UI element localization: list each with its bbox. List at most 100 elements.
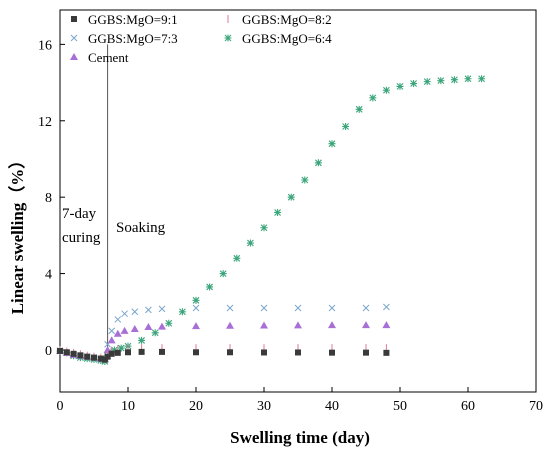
x-tick-label: 70 [529, 399, 543, 414]
data-point [437, 77, 445, 85]
data-point [383, 303, 390, 311]
data-point [301, 176, 309, 184]
data-point [260, 321, 268, 329]
data-point [159, 348, 165, 355]
data-point [396, 82, 404, 90]
data-point [192, 322, 200, 330]
data-point [261, 349, 267, 356]
x-tick-label: 30 [257, 399, 271, 414]
data-point [329, 349, 335, 356]
data-point [328, 304, 336, 312]
data-point [131, 308, 139, 316]
data-point [233, 254, 241, 262]
legend-marker [70, 34, 78, 42]
soaking-annotation: Soaking [116, 220, 166, 236]
legend-label: GGBS:MgO=7:3 [88, 31, 178, 46]
data-point [77, 352, 84, 359]
data-point [362, 304, 370, 312]
data-point [206, 283, 214, 291]
data-point [294, 321, 302, 329]
y-tick-label: 4 [45, 268, 52, 283]
data-point [450, 76, 458, 84]
x-tick-label: 0 [57, 399, 64, 414]
data-point [91, 354, 97, 361]
data-point [108, 350, 115, 357]
data-point [125, 349, 131, 356]
data-point [57, 347, 63, 354]
data-point [369, 94, 377, 102]
legend-label: GGBS:MgO=8:2 [242, 12, 332, 27]
data-point [382, 86, 390, 94]
data-point [193, 349, 199, 356]
data-point [145, 306, 152, 314]
data-point [294, 304, 302, 312]
data-point [114, 349, 121, 356]
curing-annotation-line1: 7-day [62, 206, 97, 222]
y-tick-label: 16 [38, 38, 52, 53]
legend-label: GGBS:MgO=6:4 [242, 31, 332, 46]
axes: 0 10 20 30 40 50 60 70 0 4 8 12 16 [38, 9, 543, 414]
data-point [410, 80, 418, 88]
x-tick-label: 40 [325, 399, 339, 414]
data-point [70, 350, 77, 357]
data-point [130, 324, 139, 332]
curing-annotation-line2: curing [62, 230, 101, 246]
legend-marker [70, 53, 78, 60]
data-point [423, 78, 431, 86]
y-tick-label: 8 [45, 191, 52, 206]
data-point [274, 208, 282, 216]
data-point [362, 321, 370, 329]
data-point [382, 321, 391, 329]
data-point [108, 327, 116, 335]
legend-label: Cement [88, 50, 129, 65]
legend-marker [224, 34, 232, 42]
annotations: 7-day curing Soaking [62, 206, 166, 246]
data-point [138, 336, 146, 344]
data-point [226, 321, 234, 329]
data-point [342, 123, 350, 131]
data-point [113, 329, 122, 337]
data-point [464, 75, 472, 83]
y-tick-label: 0 [45, 344, 52, 359]
x-tick-label: 20 [189, 399, 203, 414]
data-point [328, 321, 336, 329]
data-point [158, 322, 166, 330]
data-point [97, 355, 104, 362]
data-point [383, 349, 390, 356]
data-point [260, 304, 268, 312]
data-point [246, 239, 254, 247]
data-point [295, 349, 301, 356]
legend-marker [71, 16, 77, 22]
data-point [287, 193, 295, 201]
data-point [121, 310, 128, 318]
data-point [138, 348, 145, 355]
data-point [120, 326, 129, 334]
plot-frame [59, 9, 537, 393]
data-point [192, 296, 200, 304]
data-point [144, 323, 153, 331]
legend-label: GGBS:MgO=9:1 [88, 12, 178, 27]
data-point [114, 316, 122, 323]
data-point [158, 305, 166, 313]
data-point [314, 159, 322, 167]
data-point [151, 329, 159, 337]
data-point [110, 346, 118, 354]
data-point [219, 270, 227, 278]
data-point [165, 319, 173, 327]
data-point [227, 349, 233, 356]
data-point [363, 349, 369, 356]
y-tick-label: 12 [38, 115, 52, 130]
data-point [478, 75, 486, 83]
data-point [328, 140, 336, 148]
series-ggbs-mgo-9-1 [57, 347, 390, 363]
data-point [226, 304, 234, 312]
x-tick-label: 50 [393, 399, 407, 414]
data-point [104, 353, 111, 360]
x-tick-label: 60 [461, 399, 475, 414]
data-marks [56, 75, 486, 365]
data-point [63, 349, 70, 356]
data-point [260, 224, 268, 232]
data-point [117, 344, 125, 352]
data-point [355, 105, 363, 113]
